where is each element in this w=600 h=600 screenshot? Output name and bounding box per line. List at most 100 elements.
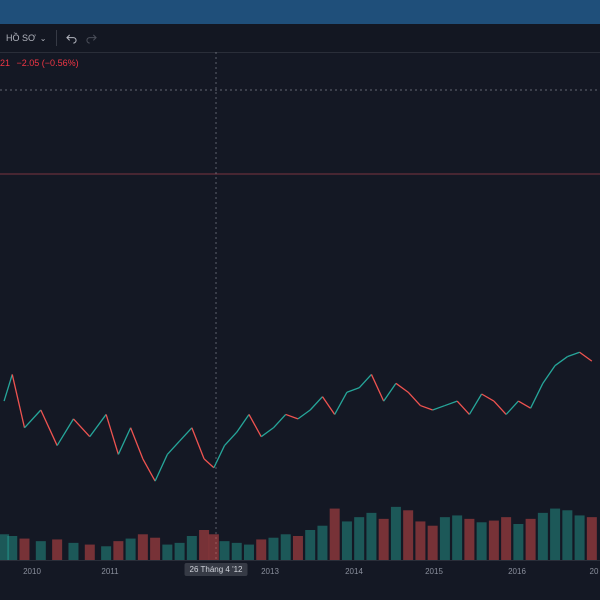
- price-line-segment: [224, 431, 238, 446]
- volume-bar: [52, 539, 63, 560]
- price-line-segment: [40, 409, 58, 446]
- price-line-segment: [179, 427, 193, 442]
- volume-bar: [292, 536, 303, 560]
- x-tick-label: 2015: [425, 567, 443, 576]
- volume-bar: [137, 534, 148, 560]
- price-line-segment: [11, 374, 26, 428]
- volume-bar: [537, 512, 548, 560]
- volume-bar: [341, 521, 352, 560]
- price-line-segment: [493, 400, 507, 415]
- price-line-segment: [395, 382, 409, 393]
- price-line-segment: [505, 400, 519, 415]
- redo-button[interactable]: [81, 28, 101, 48]
- volume-bar: [550, 508, 561, 560]
- volume-bar: [35, 541, 46, 560]
- price-line-segment: [236, 414, 250, 433]
- price-line-segment: [166, 440, 181, 455]
- price-line-segment: [260, 427, 274, 438]
- volume-bar: [7, 536, 18, 560]
- price-line-segment: [554, 356, 568, 367]
- price-line-segment: [383, 382, 397, 402]
- price-line-segment: [456, 400, 470, 415]
- volume-bar: [208, 534, 219, 560]
- legend-change: −2.05 (−0.56%): [16, 58, 79, 68]
- price-line-segment: [321, 396, 336, 415]
- volume-bar: [231, 542, 242, 560]
- price-line-segment: [213, 445, 226, 469]
- volume-bar: [174, 542, 185, 560]
- volume-bar: [525, 518, 536, 560]
- price-line-segment: [297, 409, 311, 420]
- legend-value: 21: [0, 58, 11, 68]
- price-line-segment: [579, 351, 593, 362]
- price-line-segment: [518, 400, 531, 409]
- price-legend: 21 −2.05 (−0.56%): [0, 58, 79, 68]
- undo-button[interactable]: [61, 28, 81, 48]
- price-line-segment: [142, 458, 156, 482]
- volume-bar: [366, 512, 377, 560]
- volume-bar: [354, 517, 365, 560]
- chart-toolbar: HỒ SƠ ⌄: [0, 24, 600, 53]
- x-tick-label: 20: [589, 567, 599, 576]
- price-line-segment: [530, 383, 544, 409]
- volume-bar: [280, 534, 291, 560]
- volume-bar: [329, 508, 340, 560]
- price-line-segment: [481, 393, 495, 402]
- volume-bar: [574, 515, 585, 560]
- volume-bar: [476, 522, 487, 560]
- price-line-segment: [130, 427, 144, 460]
- price-line-segment: [24, 409, 42, 429]
- price-line-segment: [203, 458, 215, 469]
- volume-bar: [562, 510, 573, 560]
- price-chart[interactable]: [0, 52, 600, 560]
- volume-bar: [415, 521, 426, 560]
- profile-dropdown[interactable]: HỒ SƠ ⌄: [0, 24, 52, 52]
- chevron-down-icon: ⌄: [39, 33, 47, 43]
- price-line-segment: [56, 418, 75, 446]
- volume-bar: [488, 520, 499, 560]
- volume-bar: [464, 518, 475, 560]
- x-tick-label: 2010: [23, 567, 41, 576]
- time-axis[interactable]: 26 Tháng 4 '12 2010 2011 2013 2014 2015 2016 2…: [0, 560, 600, 600]
- volume-bar: [305, 530, 316, 560]
- volume-bar: [452, 515, 463, 560]
- volume-bar: [513, 524, 524, 560]
- price-line-segment: [105, 414, 119, 455]
- price-line-segment: [334, 391, 348, 415]
- price-line-segment: [3, 374, 13, 402]
- volume-bar: [317, 525, 328, 560]
- volume-bar: [427, 525, 438, 560]
- price-line-segment: [432, 404, 446, 411]
- volume-bar: [586, 517, 597, 560]
- volume-bar: [268, 537, 279, 560]
- redo-icon: [86, 33, 97, 44]
- crosshair-date-label: 26 Tháng 4 '12: [184, 563, 248, 576]
- volume-bar: [125, 538, 136, 560]
- x-tick-label: 2016: [508, 567, 526, 576]
- window-top-bar: [0, 0, 600, 25]
- volume-bar: [162, 544, 173, 560]
- volume-bar: [390, 506, 401, 560]
- price-line-segment: [285, 413, 299, 420]
- x-tick-label: 2013: [261, 567, 279, 576]
- volume-bar: [19, 538, 30, 560]
- price-line-segment: [567, 351, 580, 358]
- volume-bar: [199, 530, 210, 560]
- volume-bar: [101, 546, 112, 560]
- volume-bar: [501, 517, 512, 560]
- price-line-segment: [117, 427, 132, 455]
- price-line-segment: [358, 374, 372, 389]
- x-tick-label: 2014: [345, 567, 363, 576]
- profile-label: HỒ SƠ: [6, 33, 36, 43]
- volume-bar: [256, 539, 267, 560]
- volume-bar: [378, 518, 389, 560]
- price-line-segment: [370, 374, 385, 402]
- price-line-segment: [346, 387, 360, 393]
- volume-bar: [403, 510, 414, 560]
- price-line-segment: [154, 454, 168, 482]
- volume-bar: [84, 544, 95, 560]
- undo-icon: [66, 33, 77, 44]
- price-line-segment: [72, 418, 91, 438]
- price-line-segment: [542, 365, 556, 384]
